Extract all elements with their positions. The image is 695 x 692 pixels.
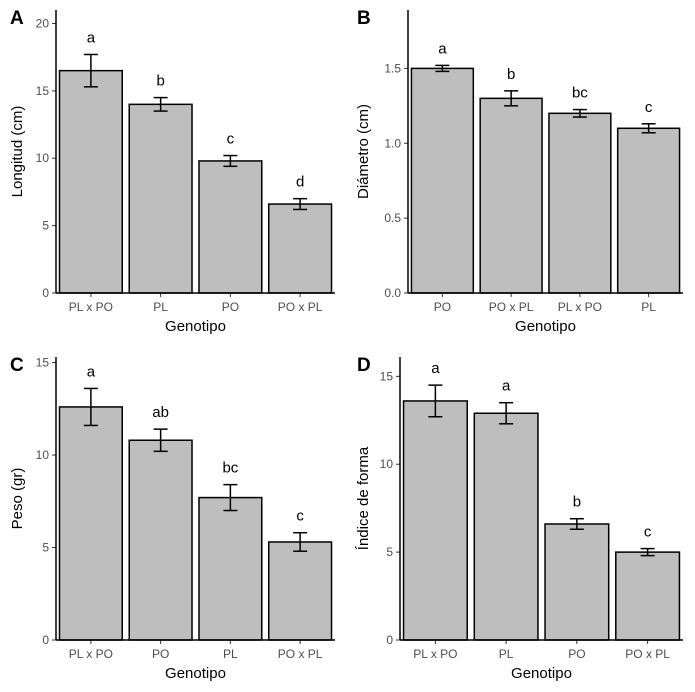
y-tick-label: 15 [380, 369, 394, 383]
bar [198, 160, 263, 294]
y-tick-label: 5 [42, 541, 49, 555]
significance-label: a [87, 363, 96, 380]
panel-b: B 0.0 0.5 1.0 1.5 a PO b PO x PL bc PL x PO c PL Geno… [355, 8, 683, 335]
bar [198, 496, 263, 641]
y-tick-label: 1.5 [384, 61, 401, 75]
significance-label: c [645, 99, 653, 116]
bar [267, 203, 333, 294]
x-tick-label: PO [152, 647, 169, 661]
y-axis-title: Índice de forma [355, 446, 372, 550]
x-tick-label: PO [568, 647, 585, 661]
bar [128, 103, 193, 294]
y-axis-title: Peso (gr) [9, 468, 26, 530]
y-tick-label: 0 [386, 633, 393, 647]
y-axis-title: Longitud (cm) [9, 106, 26, 198]
significance-label: b [156, 73, 164, 90]
y-tick-label: 0 [42, 633, 49, 647]
y-tick-label: 0.0 [384, 286, 401, 300]
bar [58, 69, 124, 294]
panel-letter: D [357, 355, 371, 376]
x-tick-label: PL x PO [413, 647, 457, 661]
significance-label: a [431, 360, 440, 377]
x-tick-label: PL [223, 647, 238, 661]
panel-d: D 0 5 10 15 a PL x PO a PL b PO c PO x PL Genotipo Índ… [355, 355, 683, 682]
y-tick-label: 0 [42, 286, 49, 300]
x-axis-title: Genotipo [511, 665, 572, 682]
x-tick-label: PL x PO [558, 300, 602, 314]
y-tick-label: 10 [36, 151, 50, 165]
x-tick-label: PL x PO [69, 300, 113, 314]
bar [479, 97, 543, 294]
panel-letter: A [10, 8, 24, 29]
significance-label: bc [222, 460, 238, 477]
x-tick-label: PO x PL [278, 300, 323, 314]
y-tick-label: 15 [36, 356, 50, 370]
y-axis-title: Diámetro (cm) [355, 104, 372, 199]
bar [58, 406, 124, 641]
x-axis-title: Genotipo [165, 665, 226, 682]
bar [615, 551, 681, 641]
bar [128, 439, 193, 641]
bar [616, 127, 681, 294]
y-tick-label: 10 [380, 457, 394, 471]
significance-label: a [87, 29, 96, 46]
x-axis-title: Genotipo [515, 318, 576, 335]
y-tick-label: 5 [386, 545, 393, 559]
x-tick-label: PO x PL [625, 647, 670, 661]
significance-label: a [438, 40, 447, 57]
significance-label: b [507, 66, 515, 83]
bar [548, 112, 612, 294]
x-tick-label: PO x PL [278, 647, 323, 661]
bar [267, 541, 333, 641]
panel-a: A 0 5 10 15 20 a PL x PO b PL c PO d PO x PL Genotipo L… [9, 8, 335, 335]
y-tick-label: 10 [36, 448, 50, 462]
bar [544, 523, 610, 641]
bar [410, 67, 475, 294]
bar [473, 412, 539, 641]
x-tick-label: PO [222, 300, 239, 314]
x-tick-label: PO [434, 300, 451, 314]
x-tick-label: PO x PL [489, 300, 534, 314]
significance-label: ab [152, 404, 169, 421]
significance-label: c [644, 524, 652, 541]
x-tick-label: PL x PO [69, 647, 113, 661]
x-tick-label: PL [641, 300, 656, 314]
x-axis-title: Genotipo [165, 318, 226, 335]
significance-label: b [573, 494, 581, 511]
x-tick-label: PL [153, 300, 168, 314]
significance-label: a [502, 378, 511, 395]
y-tick-label: 1.0 [384, 136, 401, 150]
significance-label: bc [572, 85, 588, 102]
x-tick-label: PL [499, 647, 514, 661]
y-tick-label: 5 [42, 219, 49, 233]
significance-label: d [296, 174, 304, 191]
y-tick-label: 20 [36, 16, 50, 30]
significance-label: c [227, 131, 235, 148]
significance-label: c [296, 508, 304, 525]
bar [402, 400, 468, 641]
panel-letter: B [357, 8, 371, 29]
y-tick-label: 0.5 [384, 211, 401, 225]
panel-c: C 0 5 10 15 a PL x PO ab PO bc PL c PO x PL Genotipo P… [9, 355, 335, 682]
y-tick-label: 15 [36, 84, 50, 98]
panel-letter: C [10, 355, 24, 376]
